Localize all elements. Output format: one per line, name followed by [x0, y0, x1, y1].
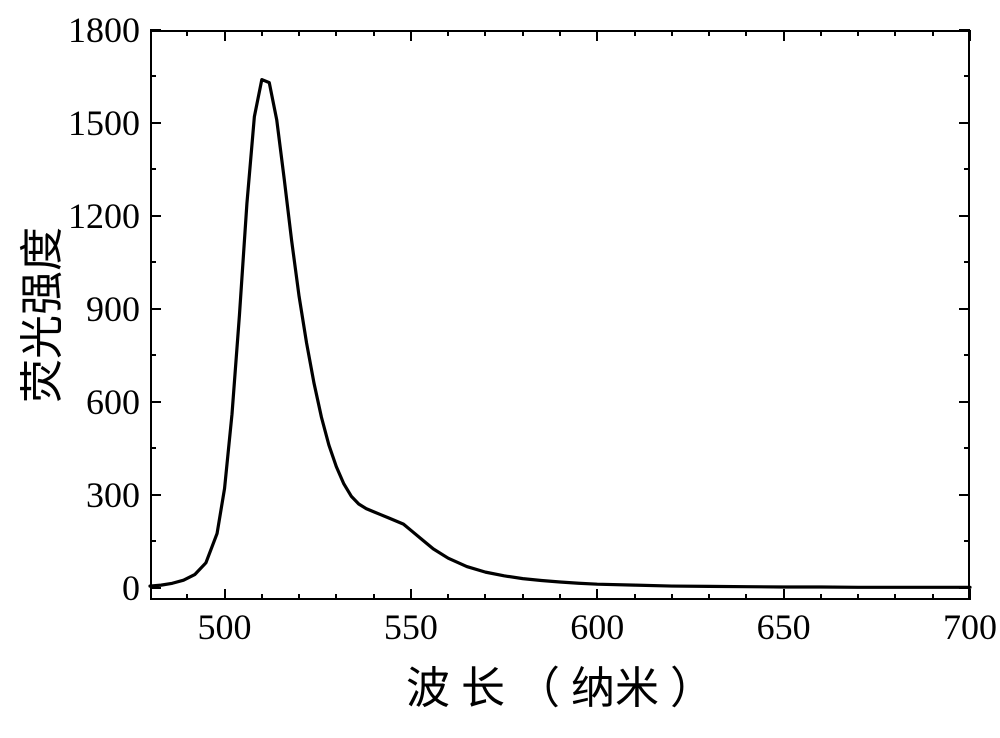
chart-root: 5005506006507000300600900120015001800波 长… — [0, 0, 1000, 738]
spectrum-curve — [0, 0, 1000, 738]
